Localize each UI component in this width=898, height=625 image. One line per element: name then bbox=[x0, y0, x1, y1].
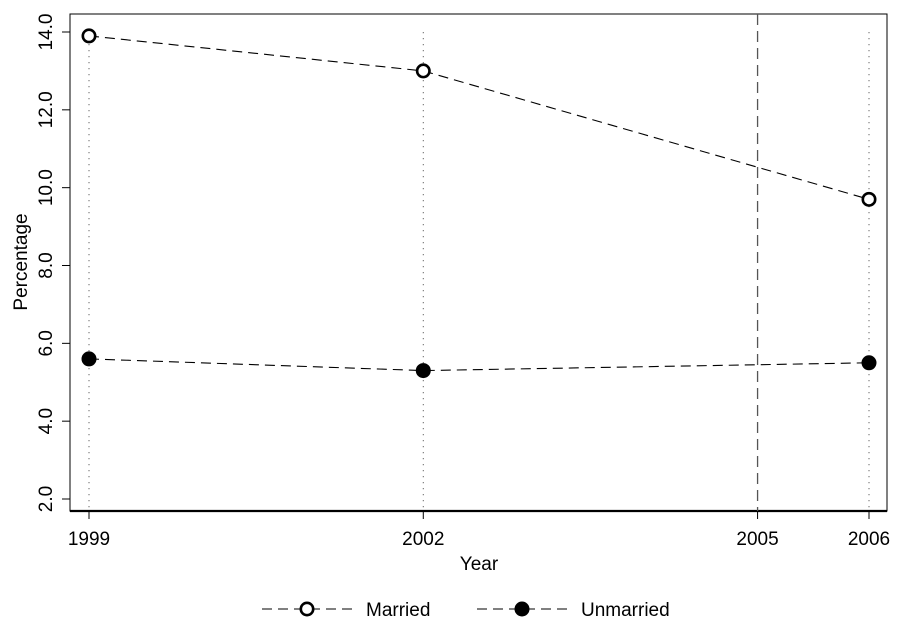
y-tick-label: 12.0 bbox=[36, 91, 57, 128]
y-tick-label: 14.0 bbox=[36, 14, 57, 51]
y-tick-label: 10.0 bbox=[36, 169, 57, 206]
data-point-unmarried-2006 bbox=[861, 355, 877, 371]
y-axis: 2.0 4.0 6.0 8.0 10.0 12.0 14.0 bbox=[36, 14, 70, 512]
dotted-guides bbox=[88, 32, 870, 509]
y-tick-label: 6.0 bbox=[36, 330, 57, 356]
y-tick-label: 4.0 bbox=[36, 408, 57, 434]
legend-marker-married bbox=[299, 601, 315, 617]
y-tick-label: 2.0 bbox=[36, 486, 57, 512]
series-group bbox=[81, 28, 877, 379]
x-axis-title: Year bbox=[460, 554, 499, 575]
legend-label-married: Married bbox=[366, 600, 430, 621]
legend: Married Unmarried bbox=[262, 600, 670, 621]
series-line-married bbox=[88, 35, 870, 200]
x-tick-label: 2002 bbox=[402, 529, 444, 550]
x-axis: 1999 2002 2005 2006 bbox=[68, 511, 890, 550]
x-tick-label: 1999 bbox=[68, 529, 110, 550]
data-point-married-2002 bbox=[415, 63, 431, 79]
legend-label-unmarried: Unmarried bbox=[581, 600, 670, 621]
y-tick-label: 8.0 bbox=[36, 252, 57, 278]
y-axis-title: Percentage bbox=[11, 213, 32, 310]
data-point-unmarried-1999 bbox=[81, 351, 97, 367]
plot-border bbox=[69, 13, 888, 512]
series-line-unmarried bbox=[88, 358, 870, 372]
legend-marker-unmarried bbox=[514, 601, 530, 617]
x-tick-label: 2005 bbox=[736, 529, 778, 550]
data-point-married-2006 bbox=[861, 191, 877, 207]
data-point-married-1999 bbox=[81, 28, 97, 44]
data-point-unmarried-2002 bbox=[415, 363, 431, 379]
plot-frame bbox=[69, 13, 888, 513]
x-tick-label: 2006 bbox=[848, 529, 890, 550]
